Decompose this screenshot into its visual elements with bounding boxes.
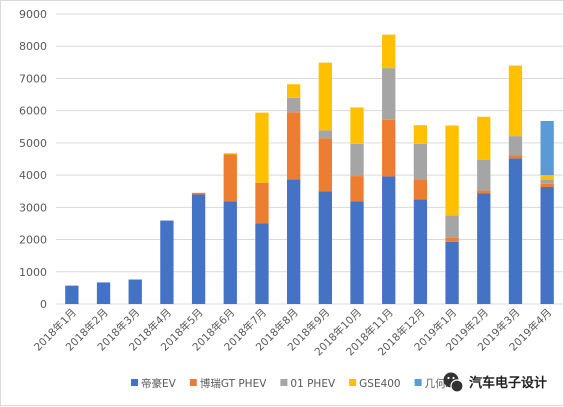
bar-segment [445,215,459,238]
bar-segment [350,201,364,304]
legend-label: GSE400 [359,378,400,390]
bar-segment [255,223,269,304]
bar-segment [223,201,237,304]
legend: 帝豪EV 博瑞GT PHEV 01 PHEV GSE400 几何A [131,377,454,390]
y-tick-label: 5000 [19,137,47,150]
bar-segment [540,187,554,304]
bar-segment [160,220,174,304]
y-tick-label: 0 [40,298,47,311]
bar-segment [382,34,396,69]
legend-swatch [189,379,197,386]
y-axis-ticks: 0 1000 2000 3000 4000 5000 6000 7000 8000 9000 [19,8,47,311]
bar-segment [477,159,491,191]
bar-segment [350,143,364,177]
bar-segment [540,120,554,176]
watermark: 汽车电子设计 [443,372,547,393]
bar-segment [413,199,428,304]
bar-segment [445,125,459,216]
wechat-logo-icon [443,372,464,393]
bar-segment [477,193,491,304]
bar-segment [477,190,491,194]
bar-segment [128,279,142,304]
bar-segment [96,282,111,304]
legend-swatch [414,379,422,386]
gridlines [56,13,563,305]
bar-segment [255,182,269,224]
bar-segment [287,84,301,98]
y-tick-label: 1000 [19,266,47,279]
bar-segment [191,192,206,195]
bar-segment [445,241,459,304]
y-tick-label: 9000 [19,8,47,21]
bar-segment [318,191,332,304]
bar-segment [508,136,523,156]
bar-segment [287,179,301,304]
bar-segment [540,175,554,180]
bar-segment [508,155,523,159]
legend-label: 帝豪EV [141,377,177,390]
bar-segment [508,158,523,304]
bar-segment [223,153,237,155]
x-axis-ticks: 2018年1月2018年2月2018年3月2018年4月2018年5月2018年… [31,306,554,358]
watermark-text: 汽车电子设计 [469,375,547,391]
bar-segment [318,130,332,139]
bar-segment [350,107,364,144]
bar-segment [287,97,301,113]
y-tick-label: 8000 [19,40,47,53]
bar-segment [350,176,364,202]
legend-swatch [131,379,138,386]
bar-segment [318,138,332,192]
legend-swatch [349,379,357,386]
legend-label: 01 PHEV [290,378,336,390]
bar-segment [65,285,79,304]
y-tick-label: 7000 [19,72,47,85]
bar-segment [540,183,554,188]
y-tick-label: 6000 [19,105,47,118]
bar-segment [540,179,554,184]
bar-segment [382,176,396,304]
bar-segment [413,125,428,144]
bar-segment [255,112,269,183]
y-tick-label: 4000 [19,169,47,182]
bars [65,34,554,304]
bar-segment [382,68,396,120]
legend-swatch [280,379,288,386]
bar-segment [508,65,523,137]
bar-segment [318,62,332,131]
bar-segment [287,112,301,180]
bar-segment [382,119,396,177]
y-tick-label: 2000 [19,234,47,247]
bar-segment [191,194,206,304]
y-tick-label: 3000 [19,201,47,214]
bar-segment [413,143,428,180]
bar-segment [445,237,459,242]
bar-segment [413,179,428,200]
legend-label: 博瑞GT PHEV [200,377,267,390]
bar-segment [477,116,491,160]
bar-segment [223,154,237,202]
